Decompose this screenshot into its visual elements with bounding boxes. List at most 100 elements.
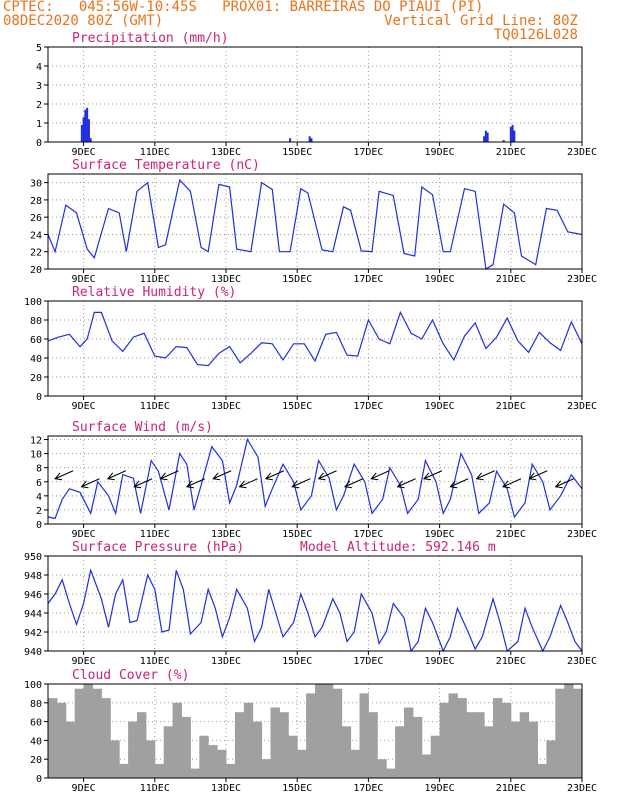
panel-6-cloud-bar: [56, 702, 67, 778]
panel-6-frame: [47, 683, 583, 779]
panel-2-xtick-label: 15DEC: [282, 274, 312, 285]
panel-6-cloud-bar: [270, 707, 280, 778]
panel-5-xtick-label: 11DEC: [140, 656, 170, 667]
panel-4-ytick-label: 8: [36, 464, 42, 475]
panel-1-precip-bar: [502, 140, 505, 142]
panel-6-cloud-bar: [501, 702, 512, 778]
wind-vector-head: [343, 480, 352, 489]
panel-6-ytick-label: 40: [30, 736, 42, 747]
wind-vector-shaft: [555, 478, 574, 488]
panel-2-ytick-label: 24: [30, 230, 42, 241]
panel-6-cloud-bar: [421, 754, 432, 778]
wind-vector-head: [554, 480, 563, 489]
panel-4-xtick-label: 21DEC: [496, 529, 526, 540]
panel-6-xtick-label: 23DEC: [567, 783, 597, 794]
panel-3-series-line: [47, 310, 583, 367]
panel-2-ytick-label: 28: [30, 196, 42, 207]
panel-1-precip-bar: [486, 132, 489, 142]
panel-6-cloud-bar: [190, 768, 200, 778]
wind-vector-shaft: [397, 478, 416, 488]
wind-vector-head: [370, 472, 379, 481]
panel-6-ytick-label: 0: [36, 774, 42, 785]
panel-6-cloud-bar: [101, 698, 111, 778]
panel-1-xtick-label: 17DEC: [353, 147, 383, 158]
panel-6-cloud-bar: [332, 688, 343, 778]
wind-vector-shaft: [502, 478, 522, 488]
panel-6-ytick-label: 80: [30, 699, 42, 710]
panel-2-ytick-label: 22: [30, 248, 42, 259]
panel-6-ytick-label: 100: [24, 680, 42, 691]
panel-3-xtick-label: 13DEC: [211, 401, 241, 412]
panel-6-cloud-bar: [181, 716, 191, 778]
panel-6-cloud-bar: [226, 763, 236, 778]
panel-6-cloud-bar: [234, 712, 245, 778]
panel-5-ytick-label: 950: [24, 552, 42, 563]
wind-vector-head: [238, 480, 247, 489]
wind-vector-head: [185, 480, 194, 489]
panel-1-precip-bar: [484, 130, 487, 142]
panel-6-cloud-bar: [74, 688, 85, 778]
panel-5-title: Surface Pressure (hPa): [72, 540, 244, 555]
panel-5-xtick-label: 21DEC: [496, 656, 526, 667]
panel-1-precip-bar: [82, 117, 85, 142]
panel-3-xtick-label: 21DEC: [496, 401, 526, 412]
panel-6-cloud-bar: [395, 726, 405, 778]
panel-3-title: Relative Humidity (%): [72, 285, 236, 300]
panel-1-xtick-label: 19DEC: [425, 147, 455, 158]
panel-4-xtick-label: 23DEC: [567, 529, 597, 540]
panel-1-precip-bar: [87, 119, 90, 142]
panel-6-cloud-bar: [546, 740, 556, 778]
panel-4-xtick-label: 9DEC: [72, 529, 96, 540]
panel-6-cloud-bar: [48, 698, 58, 778]
panel-2-frame: [47, 173, 583, 270]
panel-4-xtick-label: 17DEC: [353, 529, 383, 540]
panel-6-cloud-bar: [208, 745, 218, 778]
panel-3-ytick-label: 100: [24, 297, 42, 308]
panel-6-cloud-bar: [537, 763, 547, 778]
panel-3-xtick-label: 9DEC: [72, 401, 96, 412]
panel-6-cloud-bar: [404, 707, 414, 778]
panel-6-cloud-bar: [439, 702, 449, 778]
panel-5-subtitle: Model Altitude: 592.146 m: [300, 540, 496, 555]
panel-6-cloud-bar: [92, 688, 102, 778]
panel-6-cloud-bar: [145, 740, 156, 778]
panel-6-cloud-bar: [323, 684, 334, 778]
panel-1-ytick-label: 5: [36, 43, 42, 54]
panel-3-ytick-label: 20: [30, 373, 42, 384]
panel-6-xtick-label: 17DEC: [353, 783, 383, 794]
wind-vector-head: [449, 480, 458, 489]
panel-5-xtick-label: 19DEC: [425, 656, 455, 667]
wind-vector-head: [317, 472, 326, 481]
wind-vector-shaft: [423, 470, 443, 480]
panel-6-cloud-bar: [306, 693, 316, 778]
panel-6-xtick-label: 9DEC: [72, 783, 96, 794]
panel-1-precip-bar: [483, 136, 486, 142]
panel-3-xtick-label: 15DEC: [282, 401, 312, 412]
panel-6-xtick-label: 15DEC: [282, 783, 312, 794]
panel-3-ytick-label: 80: [30, 316, 42, 327]
panel-1-ytick-label: 1: [36, 119, 42, 130]
panel-1-precip-bar: [84, 109, 87, 142]
panel-3-ytick-label: 0: [36, 392, 42, 403]
panel-6-cloud-bar: [163, 726, 174, 778]
panel-6-cloud-bar: [137, 712, 147, 778]
panel-1-ytick-label: 0: [36, 138, 42, 149]
panel-6-cloud-bar: [261, 759, 271, 778]
wind-vector-shaft: [450, 478, 469, 488]
panel-6-cloud-bar: [564, 684, 574, 778]
panel-1-precip-bar: [80, 124, 83, 142]
panel-5-ytick-label: 942: [24, 628, 42, 639]
header-grid-line: Vertical Grid Line: 80Z: [384, 13, 578, 29]
panel-1-precip-bar: [511, 124, 514, 142]
panel-6-cloud-bar: [386, 768, 396, 778]
panel-6-cloud-bar: [475, 712, 485, 778]
wind-vector-shaft: [160, 470, 179, 480]
panel-6-cloud-bar: [243, 702, 254, 778]
wind-vector-shaft: [344, 478, 364, 488]
panel-2-xtick-label: 17DEC: [353, 274, 383, 285]
panel-5-xtick-label: 9DEC: [72, 656, 96, 667]
panel-1-xtick-label: 21DEC: [496, 147, 526, 158]
panel-6-xtick-label: 19DEC: [425, 783, 455, 794]
panel-3-xtick-label: 11DEC: [140, 401, 170, 412]
wind-vector-shaft: [54, 470, 74, 480]
